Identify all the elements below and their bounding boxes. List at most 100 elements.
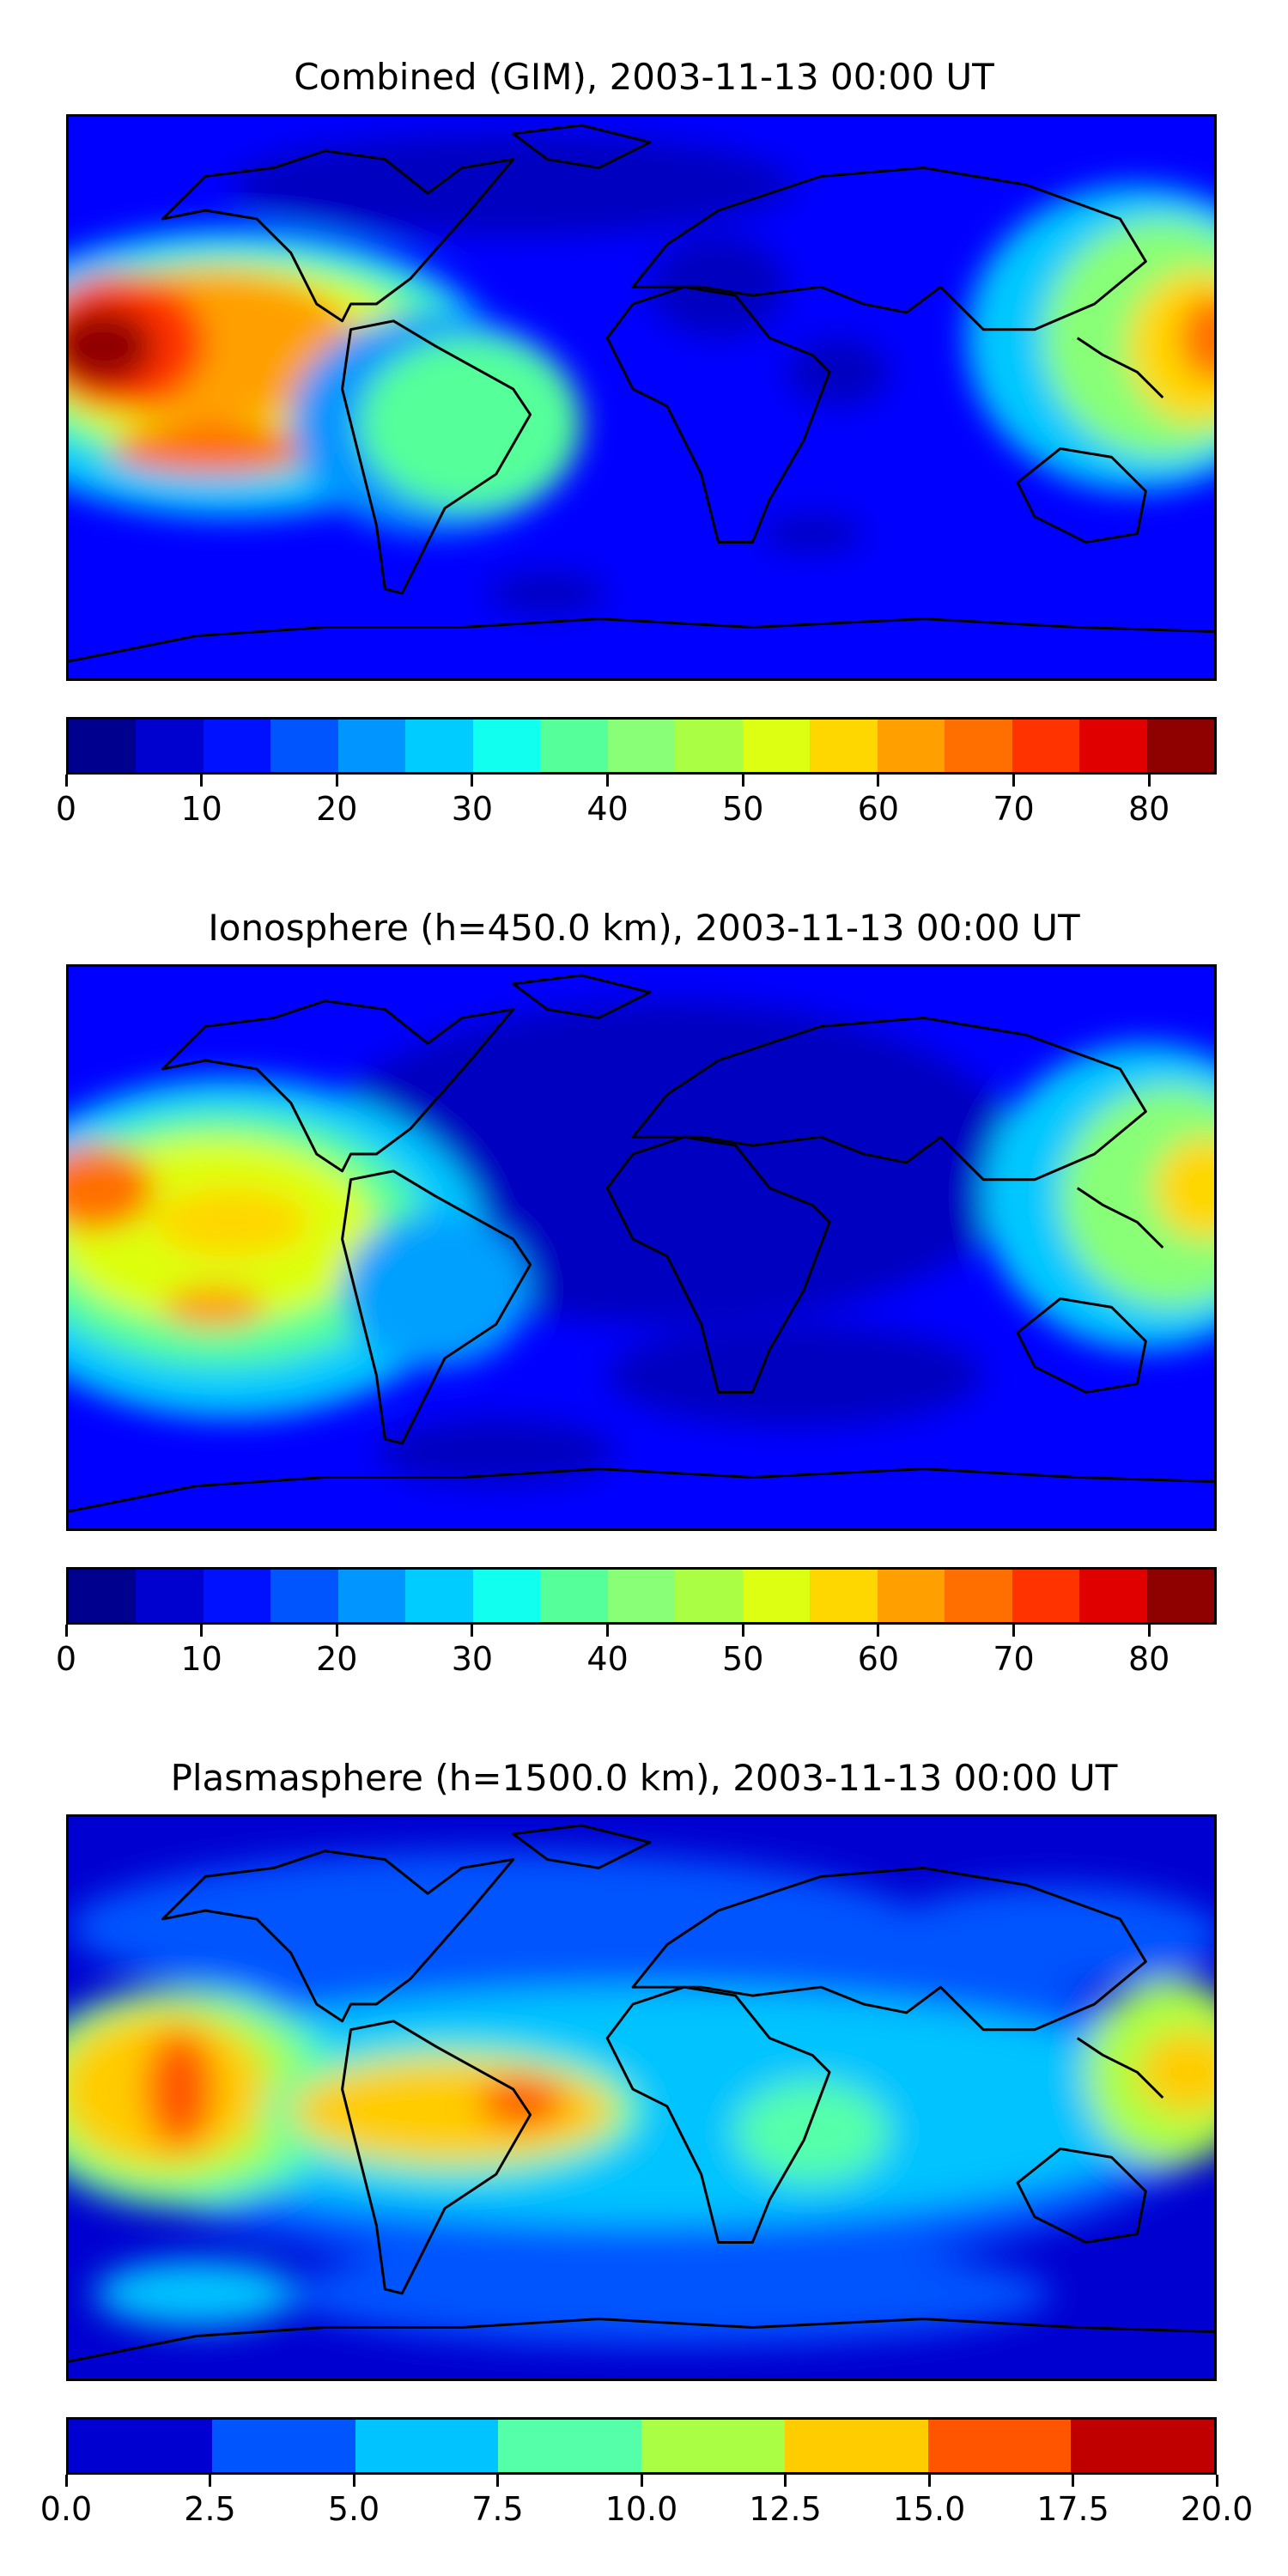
colorbar-tick-label: 2.5 [184,2490,236,2528]
colorbar-tick [877,775,880,787]
colorbar-segment [927,2420,1072,2472]
colorbar-tick [64,1625,68,1637]
colorbar-segment [472,1570,541,1622]
colorbar-tick-label: 17.5 [1036,2490,1109,2528]
colorbar-tick [784,2475,787,2487]
panel-2-contour-field [69,967,1214,1528]
colorbar-segment [540,720,608,772]
colorbar-tick-label: 40 [586,1640,629,1678]
colorbar-tick-label: 50 [722,790,764,828]
colorbar-tick [741,775,744,787]
colorbar-segment [607,720,676,772]
colorbar-tick [471,775,474,787]
colorbar-tick-label: 15.0 [892,2490,966,2528]
panel-1-colorbar [66,717,1217,775]
colorbar-tick [1012,775,1016,787]
colorbar-tick-label: 80 [1127,790,1170,828]
colorbar-tick [606,1625,610,1637]
colorbar-segment [1079,1570,1147,1622]
colorbar-tick [1012,1625,1016,1637]
colorbar-tick-label: 0 [55,790,77,828]
colorbar-segment [405,1570,473,1622]
colorbar-segment [405,720,473,772]
colorbar-tick-label: 10.0 [605,2490,678,2528]
colorbar-segment [69,2420,212,2472]
panel-2-title: Ionosphere (h=450.0 km), 2003-11-13 00:0… [208,907,1080,949]
panel-3-title: Plasmasphere (h=1500.0 km), 2003-11-13 0… [170,1757,1118,1799]
colorbar-tick-label: 40 [586,790,629,828]
colorbar-tick [741,1625,744,1637]
colorbar-segment [742,1570,811,1622]
panel-3-colorbar-ticks: 0.0 2.5 5.0 7.5 10.0 12.5 15.0 17.5 20.0 [40,2475,1253,2528]
panel-1-colorbar-ticks: 0 10 20 30 40 50 60 70 80 [56,775,1217,828]
colorbar-tick-label: 80 [1127,1640,1170,1678]
colorbar-segment [810,1570,878,1622]
colorbar-segment [337,720,406,772]
colorbar-segment [1146,720,1214,772]
colorbar-tick-label: 30 [451,790,494,828]
colorbar-segment [742,720,811,772]
colorbar-tick [335,1625,338,1637]
colorbar-tick [64,2475,68,2487]
panel-1-coastlines [69,124,1214,663]
colorbar-tick-label: 20 [316,790,358,828]
colorbar-segment [69,1570,137,1622]
colorbar-segment [1079,720,1147,772]
colorbar-tick [1215,2475,1218,2487]
colorbar-tick [352,2475,355,2487]
colorbar-tick [335,775,338,787]
colorbar-tick-label: 5.0 [327,2490,380,2528]
colorbar-tick-label: 50 [722,1640,764,1678]
colorbar-tick [640,2475,643,2487]
colorbar-tick [64,775,68,787]
panel-2-colorbar-ticks: 0 10 20 30 40 50 60 70 80 [56,1625,1217,1678]
colorbar-segment [203,1570,271,1622]
colorbar-tick-label: 12.5 [749,2490,822,2528]
colorbar-tick-label: 30 [451,1640,494,1678]
colorbar-segment [540,1570,608,1622]
colorbar-segment [136,720,204,772]
colorbar-tick-label: 70 [993,790,1035,828]
colorbar-segment [337,1570,406,1622]
colorbar-tick [1147,775,1151,787]
colorbar-segment [784,2420,928,2472]
colorbar-tick-label: 10 [180,790,222,828]
colorbar-tick-label: 60 [857,790,900,828]
colorbar-segment [355,2420,499,2472]
colorbar-segment [1012,1570,1080,1622]
colorbar-segment [675,720,743,772]
colorbar-tick [496,2475,499,2487]
colorbar-segment [1012,720,1080,772]
colorbar-tick-label: 0 [55,1640,77,1678]
colorbar-segment [1146,1570,1214,1622]
colorbar-tick-label: 10 [180,1640,222,1678]
panel-3-coastlines [69,1824,1214,2363]
colorbar-segment [810,720,878,772]
colorbar-tick [209,2475,211,2487]
colorbar-segment [270,720,338,772]
colorbar-tick [200,1625,204,1637]
colorbar-tick [471,1625,474,1637]
colorbar-segment [641,2420,785,2472]
colorbar-segment [945,1570,1012,1622]
colorbar-segment [877,720,945,772]
colorbar-segment [270,1570,338,1622]
colorbar-tick-label: 70 [993,1640,1035,1678]
colorbar-tick [1147,1625,1151,1637]
colorbar-segment [877,1570,945,1622]
panel-2-coastlines [69,974,1214,1513]
colorbar-segment [136,1570,204,1622]
panel-2-map [66,964,1217,1531]
colorbar-segment [69,720,137,772]
panel-1-contour-field [69,117,1214,678]
colorbar-tick-label: 60 [857,1640,900,1678]
colorbar-tick [200,775,204,787]
colorbar-tick [877,1625,880,1637]
colorbar-segment [945,720,1012,772]
colorbar-segment [607,1570,676,1622]
colorbar-tick [606,775,610,787]
panel-3-map [66,1814,1217,2381]
colorbar-tick [927,2475,931,2487]
colorbar-segment [675,1570,743,1622]
colorbar-tick [1072,2475,1074,2487]
